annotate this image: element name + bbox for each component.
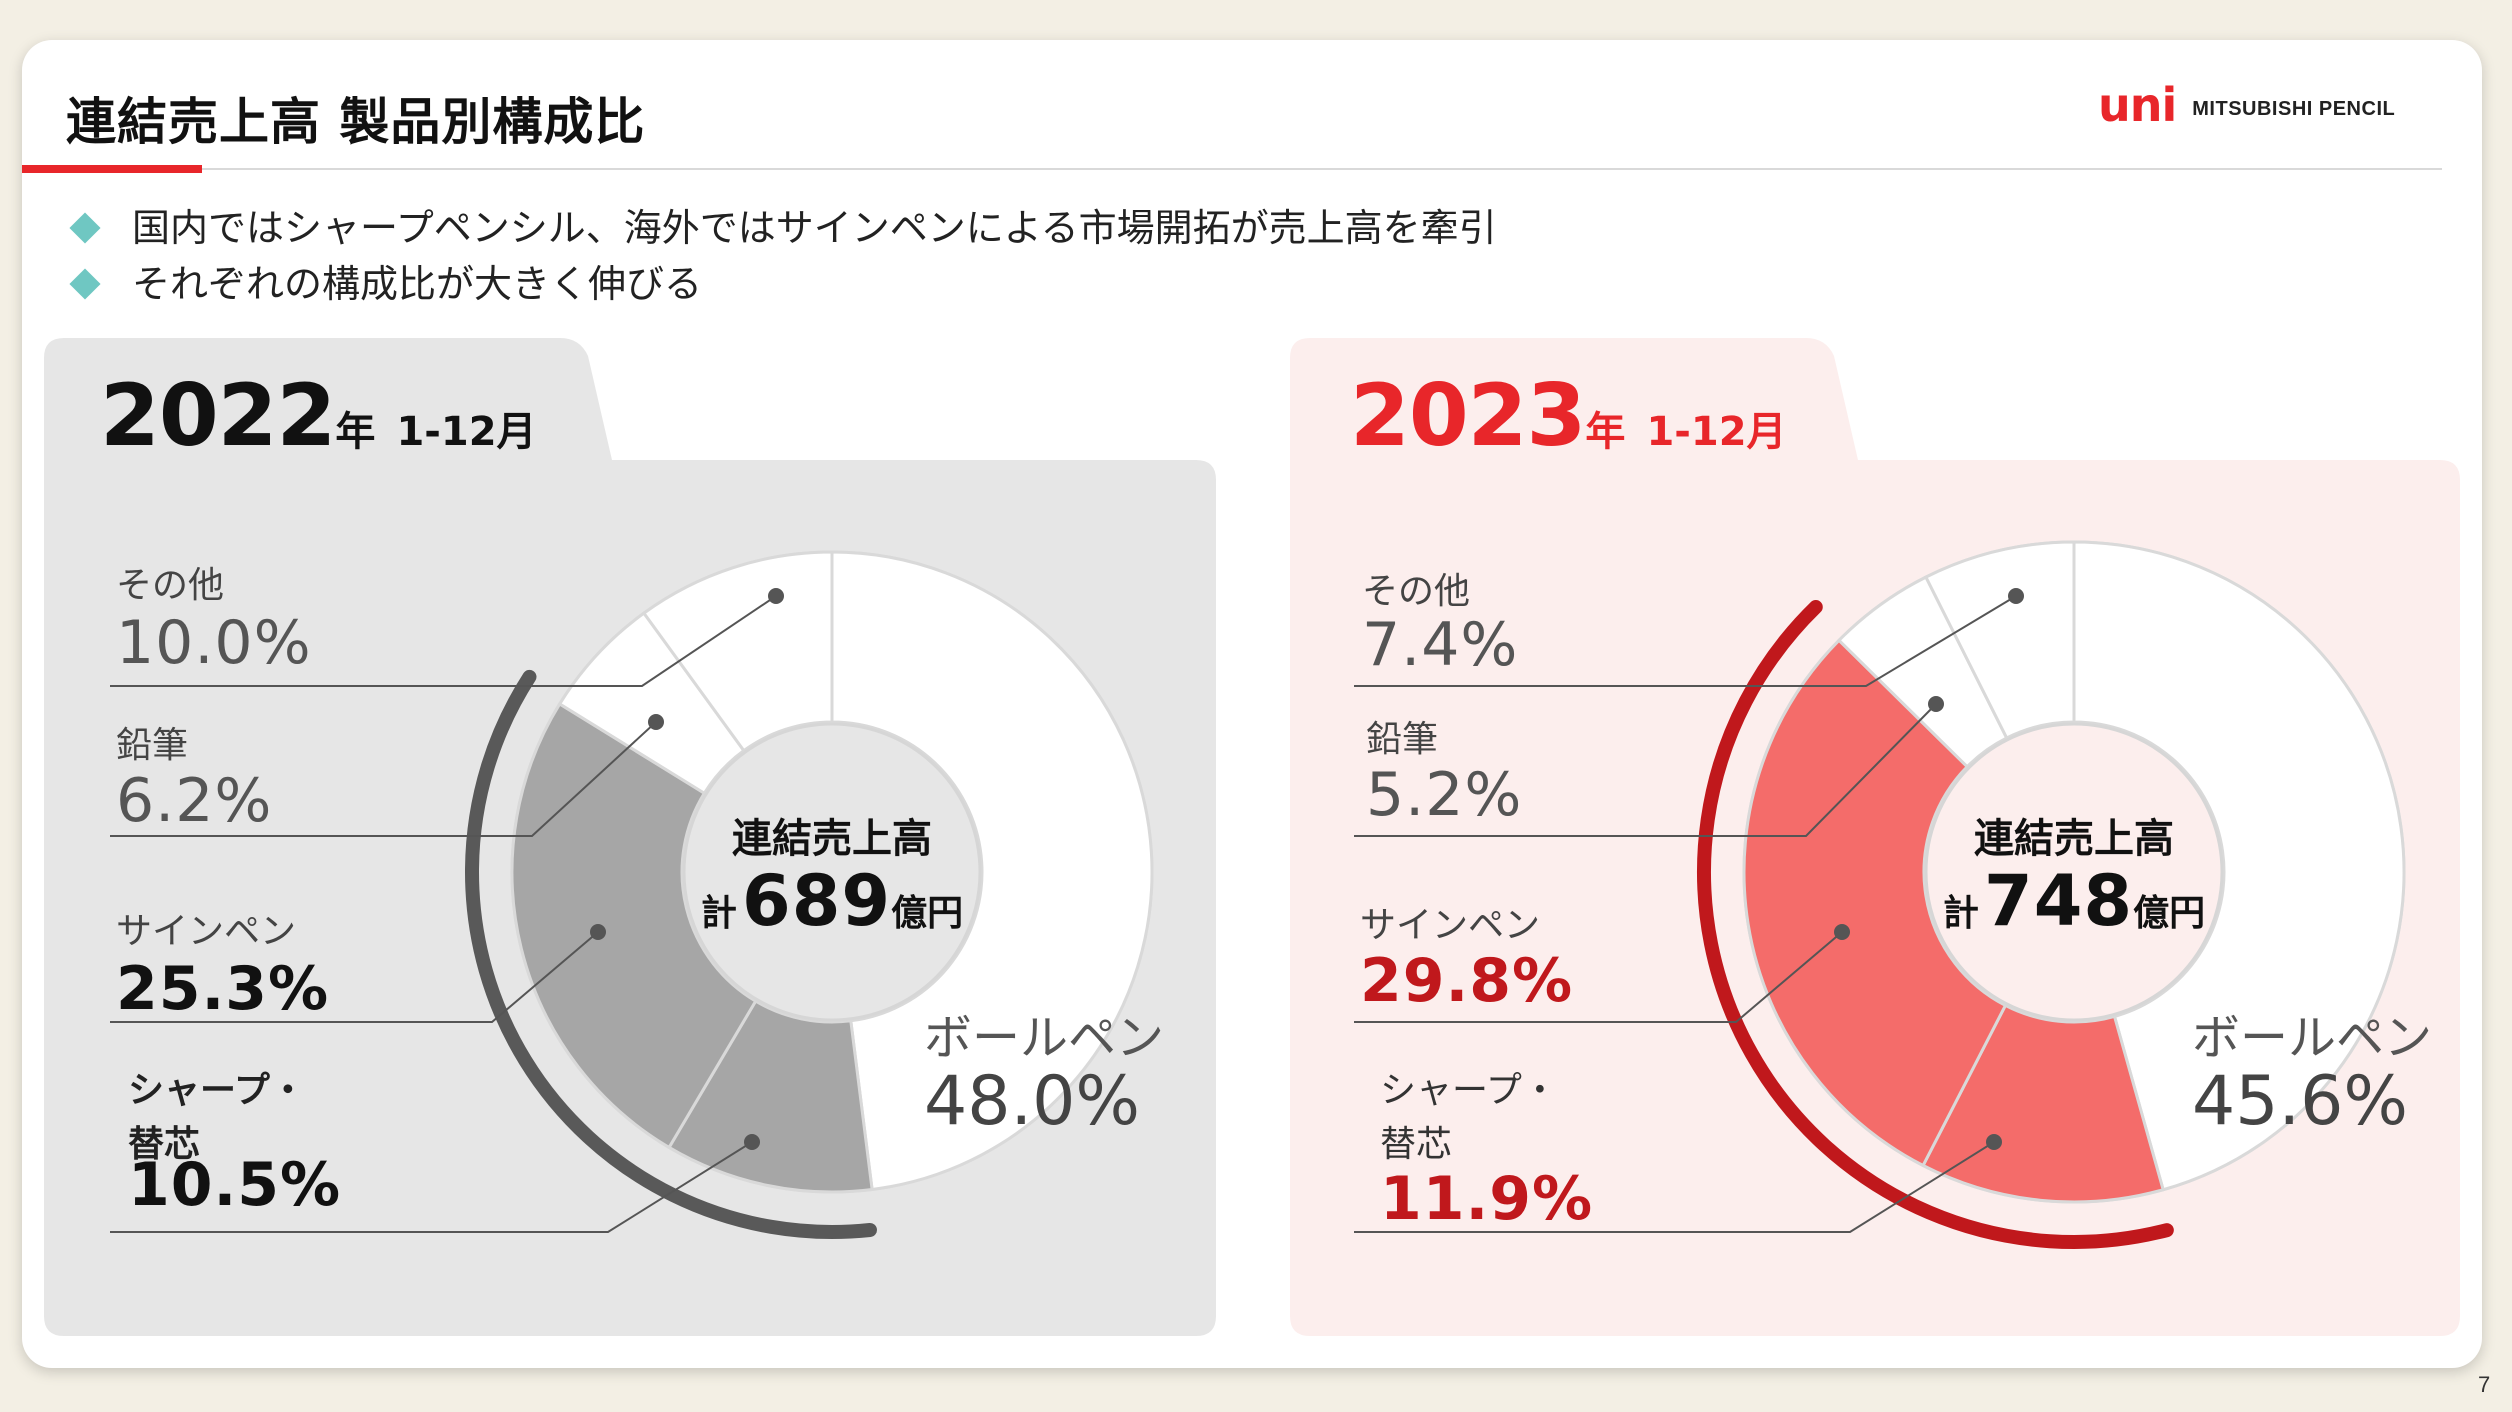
title-accent-bar [22,165,202,173]
leader-dot [1928,696,1944,712]
leader-dot [590,924,606,940]
leader-line-signpen-2023 [1354,931,1843,1023]
title-divider [22,168,2442,170]
year-heading-2023: 2023年 1-12月 [1350,366,1787,466]
bullet-list: 国内ではシャープペンシル、海外ではサインペンによる市場開拓が売上高を牽引 それぞ… [69,200,1497,312]
leader-dot [768,588,784,604]
total-prefix: 計 [1942,893,1979,934]
bullet-item: それぞれの構成比が大きく伸びる [69,256,1497,312]
total-unit: 億円 [2133,893,2206,934]
year-value: 2023 [1350,366,1586,466]
leader-dots-2022 [590,588,784,1150]
label-other-value: 7.4% [1362,610,1519,680]
year-unit: 年 [335,409,376,455]
label-other-value: 10.0% [116,608,312,678]
donut-slice [641,550,834,753]
center-title: 連結売上高 [1974,816,2174,862]
brand-name: MITSUBISHI PENCIL [2192,97,2396,120]
label-sharp-name-line2: 替芯 [128,1124,201,1165]
bullet-text: それぞれの構成比が大きく伸びる [132,262,703,306]
donut-chart-2023 [1697,540,2406,1250]
leader-dot [1834,924,1850,940]
donut-slice [667,999,874,1194]
leader-line-other-2023 [1354,595,2017,687]
leader-dot [648,714,664,730]
donut-slice [1921,1003,2166,1204]
label-sharp-name-line1: シャープ・ [128,1070,306,1111]
highlight-arc [465,669,877,1239]
page-title: 連結売上高 製品別構成比 [66,93,646,151]
center-total: 計 689億円 [682,860,982,942]
label-ballpen-value: 48.0% [924,1062,1141,1141]
donut-chart-2022 [465,550,1154,1239]
label-pencil-name: 鉛筆 [1366,719,1439,760]
label-sharp-value: 10.5% [128,1150,342,1220]
bullet-item: 国内ではシャープペンシル、海外ではサインペンによる市場開拓が売上高を牽引 [69,200,1497,256]
leader-line-sharp-2023 [1354,1141,1995,1233]
leader-line-signpen-2022 [110,931,599,1023]
leader-line-pencil-2022 [110,721,657,837]
total-value: 748 [1983,860,2134,942]
label-sharp-name-line2: 替芯 [1380,1124,1453,1165]
bullet-text: 国内ではシャープペンシル、海外ではサインペンによる市場開拓が売上高を牽引 [132,206,1497,250]
leader-line-sharp-2022 [110,1141,753,1233]
label-sharp-name: シャープ・ 替芯 [1380,1064,1558,1172]
year-value: 2022 [100,366,336,466]
highlight-arc [1697,600,2174,1250]
label-sharp-name-line1: シャープ・ [1380,1070,1558,1111]
donut-slice [1923,540,2076,740]
label-other-name: その他 [1362,571,1471,612]
page-number: 7 [2478,1372,2491,1397]
total-unit: 億円 [891,893,964,934]
donut-center-hole [1924,722,2224,1022]
leader-lines-2023 [1354,595,2017,1233]
label-signpen-value: 25.3% [116,954,330,1024]
period-label: 1-12月 [396,409,537,455]
center-total: 計 748億円 [1924,860,2224,942]
label-signpen-name: サインペン [1360,905,1541,946]
leader-line-pencil-2023 [1354,703,1937,837]
label-sharp-value: 11.9% [1380,1164,1594,1234]
label-ballpen-value: 45.6% [2192,1062,2409,1141]
donut-slice [1742,638,2008,1168]
period-label: 1-12月 [1646,409,1787,455]
leader-dot [2008,588,2024,604]
leader-lines-2022 [110,595,777,1233]
label-other-name: その他 [116,565,225,606]
leader-dot [1986,1134,2002,1150]
total-prefix: 計 [700,893,737,934]
donut-center-hole [682,722,982,1022]
leader-line-other-2022 [110,595,777,687]
label-pencil-value: 6.2% [116,766,273,836]
label-ballpen-name: ボールペン [924,1010,1165,1066]
donut-slice [2072,540,2406,1192]
label-ballpen-name: ボールペン [2192,1010,2433,1066]
donut-slice [510,701,758,1150]
leader-dot [744,1134,760,1150]
leader-dots-2023 [1834,588,2024,1150]
year-heading-2022: 2022年 1-12月 [100,366,537,466]
total-value: 689 [741,860,892,942]
label-sharp-name: シャープ・ 替芯 [128,1064,306,1172]
donut-slice [830,550,1154,1192]
uni-logo-mark: uni [2098,78,2177,132]
label-pencil-name: 鉛筆 [116,725,189,766]
label-signpen-value: 29.8% [1360,946,1574,1016]
center-title: 連結売上高 [732,816,932,862]
label-pencil-value: 5.2% [1366,760,1523,830]
year-unit: 年 [1585,409,1626,455]
brand-logo: uni MITSUBISHI PENCIL [2098,78,2396,136]
label-signpen-name: サインペン [116,911,297,952]
